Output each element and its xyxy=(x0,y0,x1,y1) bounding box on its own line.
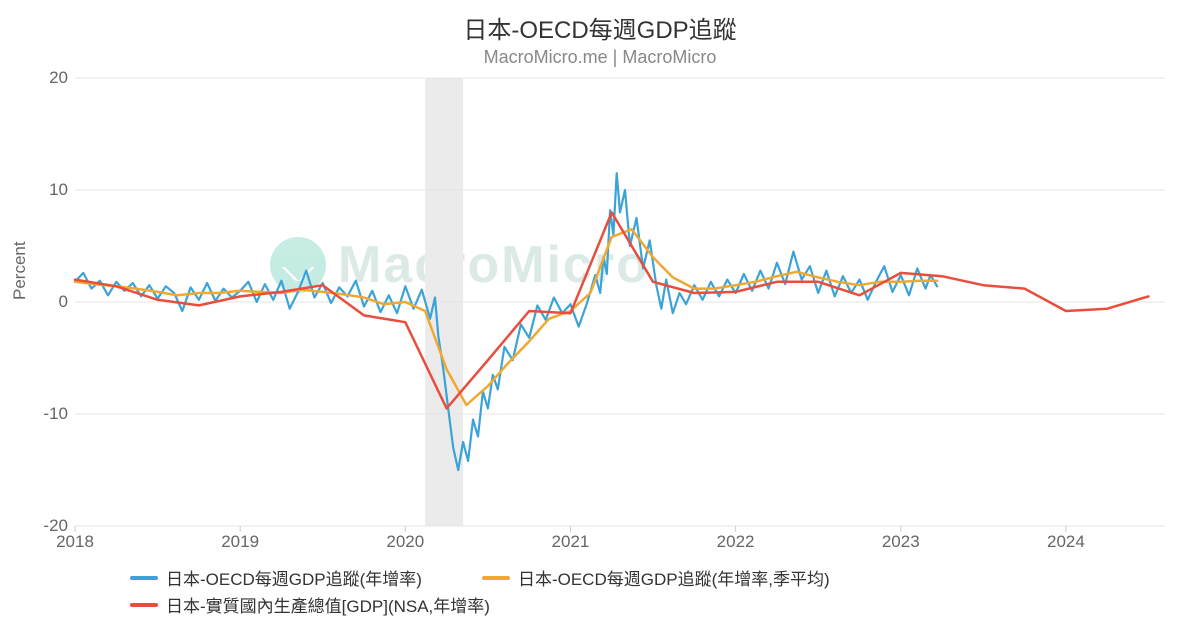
legend-item[interactable]: 日本-OECD每週GDP追蹤(年增率) xyxy=(130,565,422,590)
x-tick-label: 2020 xyxy=(386,532,424,552)
legend-swatch xyxy=(130,603,158,607)
legend-item[interactable]: 日本-實質國內生產總值[GDP](NSA,年增率) xyxy=(130,592,490,617)
y-tick-label: 0 xyxy=(8,292,68,312)
x-tick-label: 2018 xyxy=(56,532,94,552)
legend-item[interactable]: 日本-OECD每週GDP追蹤(年增率,季平均) xyxy=(482,565,830,590)
legend-row: 日本-OECD每週GDP追蹤(年增率) 日本-OECD每週GDP追蹤(年增率,季平… xyxy=(130,565,1130,619)
legend: 日本-OECD每週GDP追蹤(年增率) 日本-OECD每週GDP追蹤(年增率,季平… xyxy=(130,565,1130,619)
legend-swatch xyxy=(130,576,158,580)
x-tick-label: 2019 xyxy=(221,532,259,552)
y-tick-label: 20 xyxy=(8,68,68,88)
y-tick-label: 10 xyxy=(8,180,68,200)
plot-svg xyxy=(75,78,1165,526)
x-tick-label: 2021 xyxy=(552,532,590,552)
legend-label: 日本-實質國內生產總值[GDP](NSA,年增率) xyxy=(166,592,490,617)
legend-label: 日本-OECD每週GDP追蹤(年增率,季平均) xyxy=(518,565,830,590)
chart-subtitle: MacroMicro.me | MacroMicro xyxy=(0,47,1200,68)
legend-swatch xyxy=(482,576,510,580)
legend-label: 日本-OECD每週GDP追蹤(年增率) xyxy=(166,565,422,590)
y-tick-label: -10 xyxy=(8,404,68,424)
x-tick-label: 2023 xyxy=(882,532,920,552)
chart-container: 日本-OECD每週GDP追蹤 MacroMicro.me | MacroMicr… xyxy=(0,0,1200,630)
x-tick-label: 2022 xyxy=(717,532,755,552)
x-tick-label: 2024 xyxy=(1047,532,1085,552)
chart-title: 日本-OECD每週GDP追蹤 xyxy=(0,0,1200,45)
plot-area xyxy=(75,78,1165,526)
